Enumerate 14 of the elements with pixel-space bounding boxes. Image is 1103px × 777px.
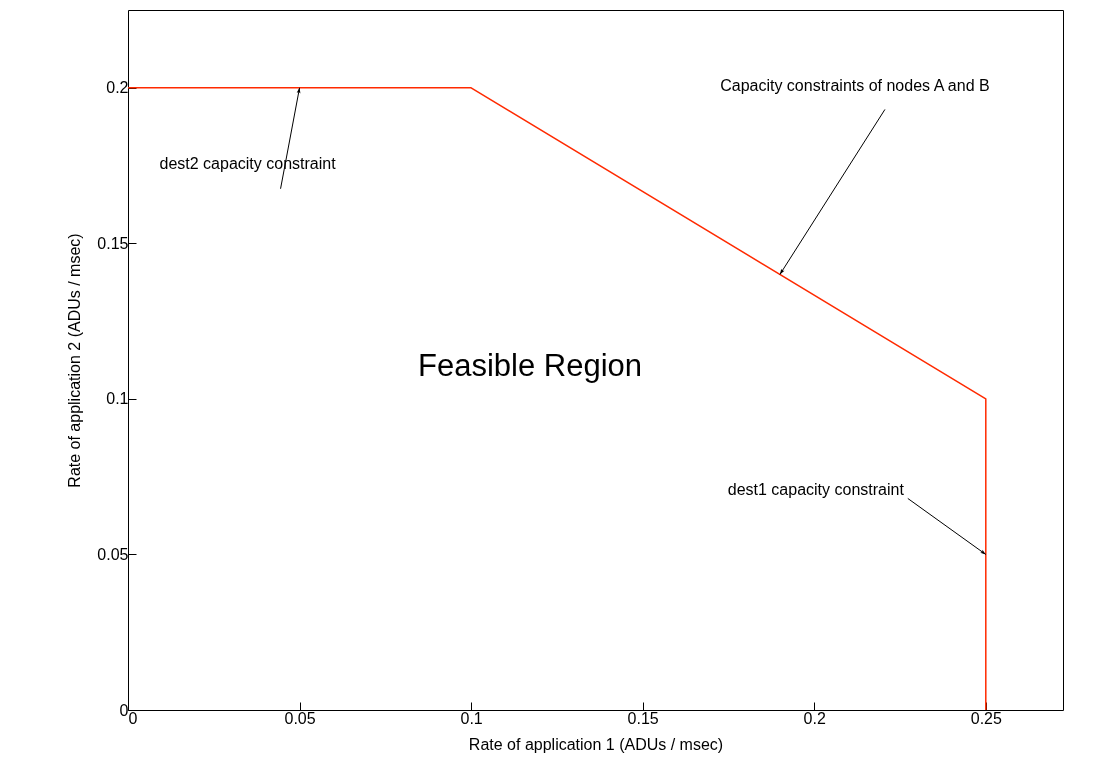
x-tick-label: 0.15	[627, 709, 659, 727]
x-tick-label: 0.2	[803, 709, 826, 727]
x-tick-label: 0.25	[970, 709, 1002, 727]
annotation: Feasible Region	[418, 348, 643, 383]
annotation: Capacity constraints of nodes A and B	[720, 77, 990, 95]
y-tick-label: 0.2	[106, 79, 129, 97]
y-tick-label: 0.1	[106, 390, 129, 408]
y-tick-label: 0.05	[97, 545, 129, 563]
x-tick-label: 0.1	[460, 709, 483, 727]
annotation: dest1 capacity constraint	[727, 481, 905, 499]
y-axis-title: Rate of application 2 (ADUs / msec)	[66, 233, 84, 488]
x-tick-label: 0.05	[284, 709, 316, 727]
y-tick-label: 0.15	[97, 234, 129, 252]
x-axis-title: Rate of application 1 (ADUs / msec)	[468, 735, 724, 753]
